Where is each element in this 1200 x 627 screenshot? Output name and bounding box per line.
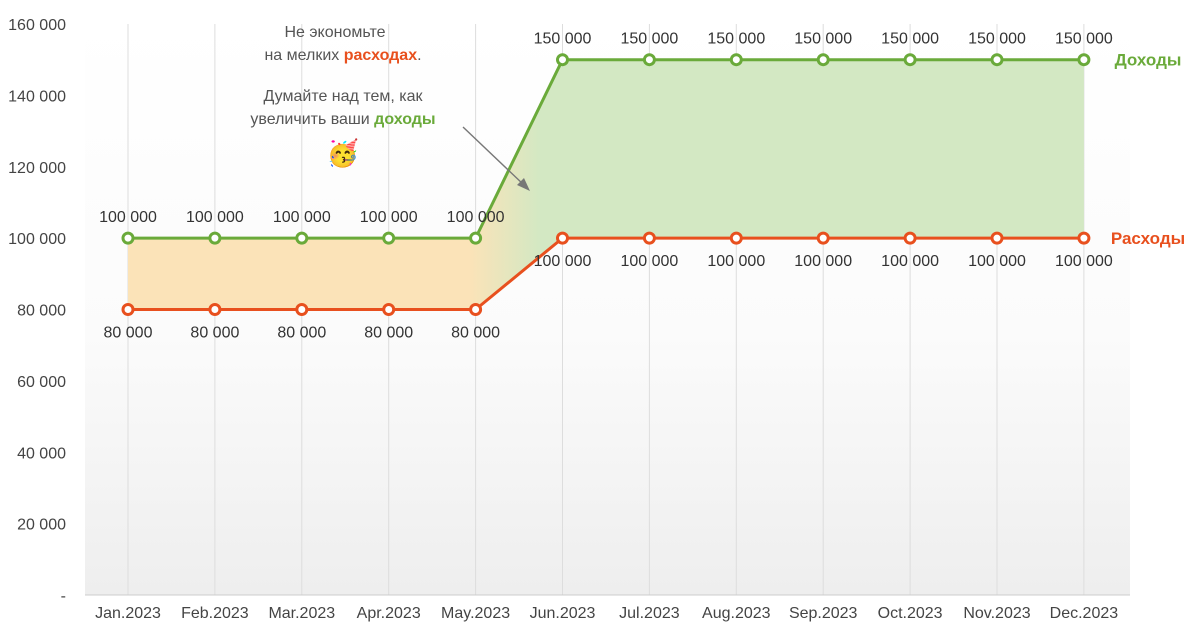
- x-tick-label: Sep.2023: [789, 605, 858, 622]
- y-tick-label: 60 000: [17, 374, 66, 391]
- annotation-income: Думайте над тем, как увеличить ваши дохо…: [250, 88, 435, 168]
- data-point: [1077, 231, 1091, 245]
- x-tick-label: Oct.2023: [878, 605, 943, 622]
- data-point: [121, 231, 135, 245]
- data-label: 100 000: [447, 209, 505, 226]
- x-tick-label: Dec.2023: [1050, 605, 1119, 622]
- data-point: [903, 231, 917, 245]
- series-labels: Доходы Расходы: [1111, 51, 1185, 248]
- annotation-income-line1: Думайте над тем, как: [263, 88, 423, 105]
- y-tick-label: 160 000: [8, 17, 66, 34]
- data-point: [990, 53, 1004, 67]
- y-axis-ticks: - 20 000 40 000 60 000 80 000 100 000 120 000 1…: [8, 17, 66, 605]
- data-point: [208, 303, 222, 316]
- data-point: [642, 53, 656, 67]
- data-point: [295, 231, 309, 245]
- data-point: [382, 231, 396, 245]
- series-label: Расходы: [1111, 229, 1185, 248]
- annotation-savings-line1: Не экономьте: [284, 24, 385, 41]
- annotation-income-line2: увеличить ваши доходы: [250, 111, 435, 128]
- difference-area: [128, 59, 1084, 310]
- data-label: 100 000: [707, 253, 765, 270]
- data-point: [295, 303, 309, 316]
- data-label: 150 000: [1055, 31, 1113, 48]
- data-label: 80 000: [104, 325, 153, 342]
- data-label: 100 000: [186, 209, 244, 226]
- y-tick-label: 80 000: [17, 303, 66, 320]
- data-point: [121, 303, 135, 316]
- data-label: 100 000: [620, 253, 678, 270]
- data-point: [729, 231, 743, 245]
- x-tick-label: Aug.2023: [702, 605, 771, 622]
- data-point: [556, 53, 569, 67]
- data-point: [208, 231, 222, 245]
- data-label: 150 000: [881, 31, 939, 48]
- data-point: [816, 53, 830, 67]
- data-point: [382, 303, 396, 316]
- data-label: 100 000: [273, 209, 331, 226]
- data-label: 100 000: [1055, 253, 1113, 270]
- annotation-savings: Не экономьте на мелких расходах.: [264, 24, 421, 64]
- data-label: 80 000: [451, 325, 500, 342]
- x-tick-label: Nov.2023: [963, 605, 1030, 622]
- x-tick-label: Jun.2023: [530, 605, 596, 622]
- data-point: [729, 53, 743, 67]
- series-label: Доходы: [1115, 51, 1182, 70]
- y-tick-label: 140 000: [8, 88, 66, 105]
- series-line: [128, 236, 1084, 311]
- data-point: [642, 231, 656, 245]
- data-label: 150 000: [707, 31, 765, 48]
- annotation-savings-line2: на мелких расходах.: [264, 47, 421, 64]
- data-label: 150 000: [534, 31, 592, 48]
- x-tick-label: May.2023: [441, 605, 510, 622]
- data-label: 150 000: [794, 31, 852, 48]
- x-axis-ticks: Jan.2023 Feb.2023 Mar.2023 Apr.2023 May.2023…: [95, 605, 1118, 622]
- data-label: 100 000: [968, 253, 1026, 270]
- data-point: [469, 303, 483, 316]
- party-face-icon: 🥳: [327, 137, 359, 168]
- y-tick-label: 120 000: [8, 160, 66, 177]
- arrow-icon: [462, 126, 530, 191]
- data-label: 100 000: [881, 253, 939, 270]
- y-tick-label: 100 000: [8, 231, 66, 248]
- x-tick-label: Jul.2023: [619, 605, 680, 622]
- data-point: [1077, 53, 1091, 67]
- data-label: 80 000: [190, 325, 239, 342]
- series-line: [128, 58, 1084, 240]
- data-label: 80 000: [364, 325, 413, 342]
- data-label: 80 000: [277, 325, 326, 342]
- y-tick-label: 20 000: [17, 517, 66, 534]
- x-tick-label: Mar.2023: [268, 605, 335, 622]
- data-point: [556, 231, 569, 245]
- data-point: [816, 231, 830, 245]
- data-label: 150 000: [620, 31, 678, 48]
- data-point: [903, 53, 917, 67]
- x-tick-label: Jan.2023: [95, 605, 161, 622]
- data-label: 100 000: [360, 209, 418, 226]
- y-tick-label: -: [61, 588, 66, 605]
- x-tick-label: Feb.2023: [181, 605, 249, 622]
- data-labels: 100 000 100 000 100 000 100 000 100 000 150 0…: [99, 31, 1113, 342]
- data-point: [469, 231, 483, 245]
- x-tick-label: Apr.2023: [357, 605, 421, 622]
- data-label: 100 000: [534, 253, 592, 270]
- data-label: 100 000: [794, 253, 852, 270]
- data-point: [990, 231, 1004, 245]
- data-label: 150 000: [968, 31, 1026, 48]
- y-tick-label: 40 000: [17, 445, 66, 462]
- series-lines: [121, 53, 1091, 316]
- data-label: 100 000: [99, 209, 157, 226]
